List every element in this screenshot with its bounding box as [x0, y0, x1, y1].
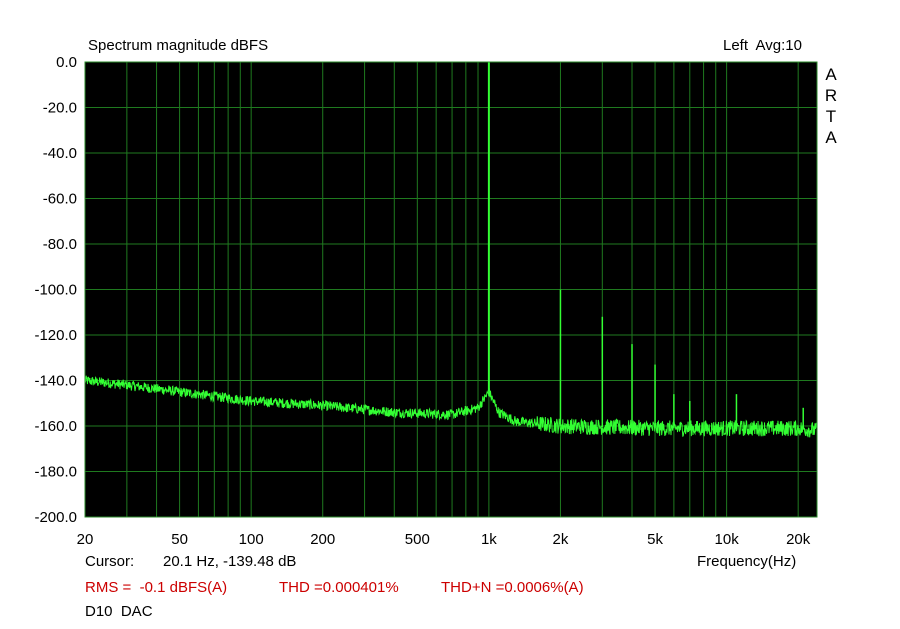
plot-border: [84, 61, 818, 518]
y-tick-label: -60.0: [43, 191, 77, 208]
arta-logo: A R T A: [824, 64, 838, 148]
y-tick-labels: 0.0 -20.0 -40.0 -60.0 -80.0 -100.0 -120.0 -140.…: [34, 54, 77, 526]
x-tick-label: 100: [239, 531, 264, 548]
x-tick-label: 200: [310, 531, 335, 548]
x-tick-label: 500: [405, 531, 430, 548]
x-tick-label: 5k: [647, 531, 663, 548]
y-tick-label: -140.0: [34, 373, 77, 390]
x-tick-label: 50: [171, 531, 188, 548]
thdn-readout: THD+N =0.0006%(A): [441, 579, 584, 596]
arta-letter: T: [825, 107, 837, 126]
y-tick-label: -20.0: [43, 100, 77, 117]
x-tick-label: 20: [77, 531, 94, 548]
arta-letter: R: [824, 86, 838, 105]
channel-info: Left Avg:10: [723, 37, 802, 54]
cursor-value: 20.1 Hz, -139.48 dB: [163, 553, 297, 570]
x-tick-label: 20k: [786, 531, 811, 548]
rms-readout: RMS = -0.1 dBFS(A): [85, 579, 228, 596]
arta-letter: A: [825, 65, 837, 84]
x-tick-label: 1k: [481, 531, 497, 548]
y-tick-label: -160.0: [34, 418, 77, 435]
y-tick-label: -80.0: [43, 236, 77, 253]
y-tick-label: -180.0: [34, 464, 77, 481]
y-tick-label: 0.0: [56, 54, 77, 71]
chart-title: Spectrum magnitude dBFS: [88, 37, 269, 54]
y-tick-label: -120.0: [34, 327, 77, 344]
x-tick-labels: 20 50 100 200 500 1k 2k 5k 10k 20k: [77, 531, 811, 548]
spectrum-trace: [84, 375, 818, 438]
y-tick-label: -200.0: [34, 509, 77, 526]
y-tick-label: -40.0: [43, 145, 77, 162]
x-tick-label: 2k: [553, 531, 569, 548]
x-axis-label: Frequency(Hz): [697, 553, 797, 570]
cursor-label: Cursor:: [85, 553, 135, 570]
noise-floor-line: [84, 375, 818, 438]
harmonic-peaks: [487, 62, 804, 429]
device-label: D10 DAC: [85, 603, 153, 620]
y-tick-label: -100.0: [34, 282, 77, 299]
arta-letter: A: [825, 128, 837, 147]
x-tick-label: 10k: [715, 531, 740, 548]
thd-readout: THD =0.000401%: [279, 579, 399, 596]
